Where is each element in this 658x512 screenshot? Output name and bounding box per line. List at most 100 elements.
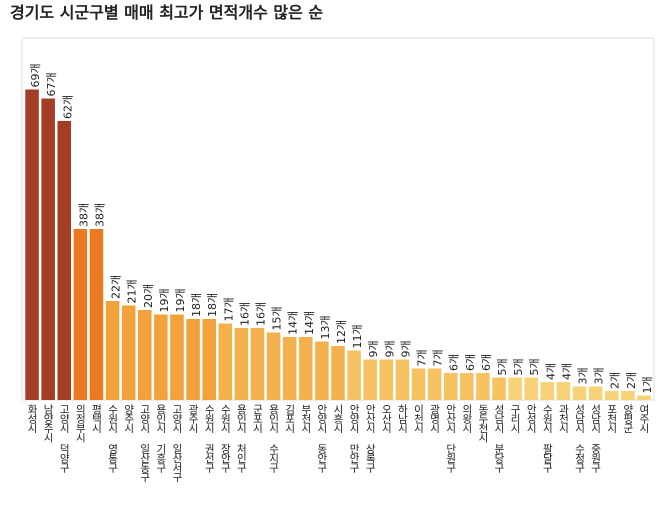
bar bbox=[460, 373, 474, 400]
value-label: 5개 bbox=[512, 358, 525, 375]
bar bbox=[395, 359, 410, 400]
x-tick-label: 김포시 bbox=[284, 404, 296, 433]
value-label: 19개 bbox=[174, 288, 187, 312]
value-label: 62개 bbox=[61, 95, 74, 119]
bar bbox=[25, 89, 39, 400]
bar bbox=[41, 98, 55, 400]
x-tick-label: 광주시 bbox=[187, 404, 199, 433]
bar bbox=[218, 323, 233, 400]
bar bbox=[170, 314, 184, 400]
value-label: 4개 bbox=[544, 363, 557, 380]
x-tick-label: 포천시 bbox=[606, 404, 618, 433]
x-tick-label: 의정부시 bbox=[74, 404, 86, 443]
bar bbox=[154, 314, 168, 400]
value-label: 6개 bbox=[480, 354, 493, 371]
x-tick-label: 고양시 일산서구 bbox=[171, 404, 183, 483]
value-label: 12개 bbox=[335, 320, 348, 344]
value-label: 13개 bbox=[319, 315, 332, 339]
bar bbox=[121, 305, 136, 400]
x-tick-label: 오산시 bbox=[380, 404, 392, 433]
bar bbox=[524, 377, 538, 400]
bar bbox=[299, 337, 313, 400]
bar bbox=[621, 391, 635, 400]
bar bbox=[492, 377, 506, 400]
x-tick-label: 광명시 bbox=[429, 404, 441, 433]
x-tick-label: 성남시 분당구 bbox=[493, 404, 505, 474]
bar bbox=[266, 332, 281, 400]
value-label: 6개 bbox=[448, 354, 461, 371]
x-tick-label: 양주시 bbox=[123, 404, 135, 433]
x-tick-label: 하남시 bbox=[396, 403, 408, 433]
x-tick-label: 용인시 기흥구 bbox=[155, 404, 167, 474]
value-label: 9개 bbox=[367, 340, 380, 357]
bar bbox=[508, 377, 522, 400]
value-label: 19개 bbox=[158, 288, 171, 312]
value-label: 7개 bbox=[432, 349, 445, 366]
value-label: 15개 bbox=[271, 306, 284, 330]
x-tick-label: 안양시 만안구 bbox=[348, 404, 360, 474]
x-tick-label: 용인시 수지구 bbox=[268, 404, 280, 474]
value-label: 18개 bbox=[206, 293, 219, 317]
value-label: 4개 bbox=[560, 363, 573, 380]
value-label: 9개 bbox=[383, 340, 396, 357]
value-label: 7개 bbox=[416, 349, 429, 366]
value-label: 16개 bbox=[254, 302, 267, 326]
value-label: 1개 bbox=[641, 376, 654, 393]
bar bbox=[331, 346, 345, 400]
bar bbox=[57, 121, 72, 400]
value-label: 38개 bbox=[77, 203, 90, 227]
value-label: 21개 bbox=[126, 279, 139, 303]
x-tick-label: 안성시 bbox=[525, 404, 537, 433]
bar bbox=[73, 229, 88, 400]
x-tick-label: 남양주시 bbox=[42, 404, 54, 443]
x-tick-label: 동두천시 bbox=[477, 404, 489, 443]
value-label: 6개 bbox=[464, 354, 477, 371]
value-label: 20개 bbox=[142, 284, 155, 308]
bar bbox=[427, 368, 442, 400]
value-label: 5개 bbox=[528, 358, 541, 375]
bar bbox=[411, 368, 426, 400]
value-label: 5개 bbox=[496, 358, 509, 375]
x-tick-label: 수원시 영통구 bbox=[107, 404, 119, 474]
bar bbox=[105, 301, 120, 400]
bar bbox=[540, 382, 555, 400]
bar bbox=[572, 386, 587, 400]
bar bbox=[138, 310, 152, 400]
x-tick-label: 안산시 단원구 bbox=[445, 404, 457, 474]
bar bbox=[556, 382, 571, 400]
x-tick-label: 수원시 팔달구 bbox=[541, 404, 553, 474]
bar bbox=[604, 391, 619, 400]
value-label: 3개 bbox=[593, 367, 606, 384]
value-label: 17개 bbox=[222, 297, 235, 321]
value-label: 22개 bbox=[110, 275, 123, 299]
bar bbox=[379, 359, 394, 400]
bar bbox=[363, 359, 377, 400]
bar bbox=[186, 319, 200, 400]
x-tick-label: 과천시 bbox=[557, 404, 569, 433]
value-label: 67개 bbox=[45, 72, 58, 96]
x-tick-label: 수원시 장안구 bbox=[219, 404, 231, 474]
value-label: 9개 bbox=[399, 340, 412, 357]
bar bbox=[347, 350, 361, 400]
value-label: 11개 bbox=[351, 324, 364, 348]
bar bbox=[250, 328, 265, 400]
value-label: 16개 bbox=[238, 302, 251, 326]
value-label: 38개 bbox=[93, 203, 106, 227]
bar bbox=[202, 319, 216, 400]
x-tick-label: 고양시 일산동구 bbox=[139, 404, 151, 483]
x-tick-label: 의왕시 bbox=[461, 404, 473, 433]
bar bbox=[315, 341, 329, 400]
value-label: 2개 bbox=[625, 372, 638, 389]
bar bbox=[637, 395, 651, 400]
x-tick-label: 안양시 동안구 bbox=[316, 404, 328, 474]
bar bbox=[476, 373, 490, 400]
value-label: 3개 bbox=[577, 367, 590, 384]
bar bbox=[89, 229, 104, 400]
x-tick-label: 고양시 덕양구 bbox=[58, 404, 70, 474]
value-label: 18개 bbox=[190, 293, 203, 317]
x-tick-label: 성남시 중원구 bbox=[590, 404, 602, 474]
x-tick-label: 수원시 권선구 bbox=[203, 404, 215, 474]
chart-title: 경기도 시군구별 매매 최고가 면적개수 많은 순 bbox=[10, 3, 323, 22]
x-tick-label: 양평군 bbox=[622, 404, 634, 433]
